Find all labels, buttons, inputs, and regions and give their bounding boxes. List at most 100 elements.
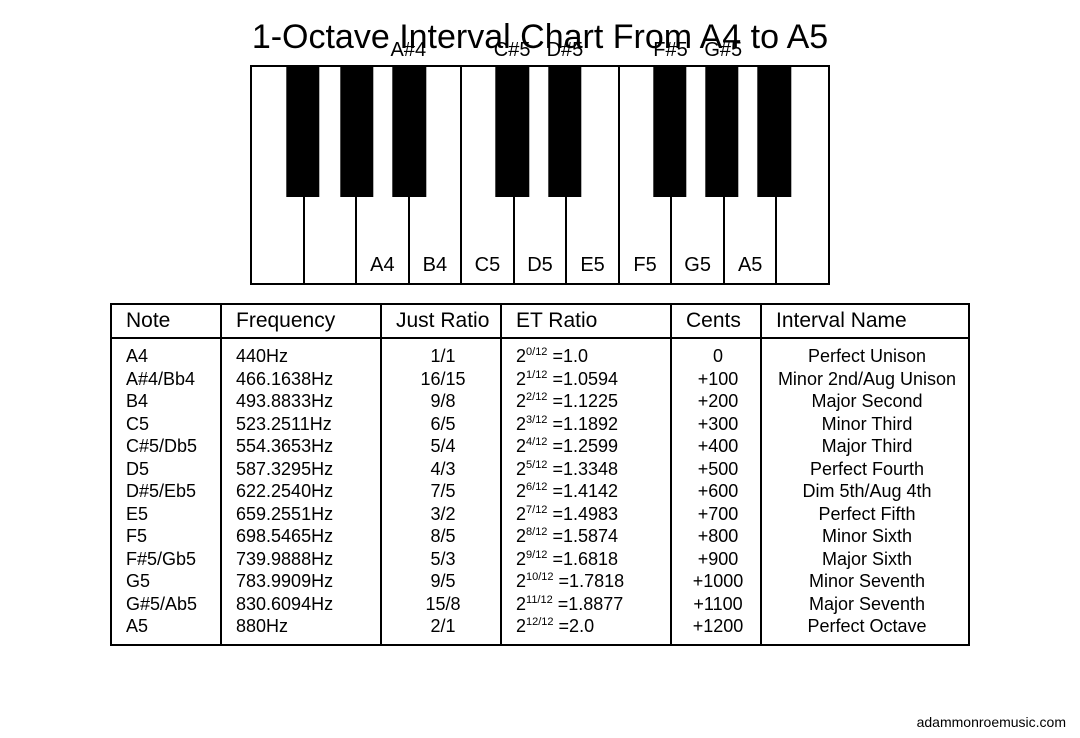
- white-key-label: A5: [725, 254, 776, 277]
- cell-frequency: 466.1638Hz: [221, 368, 381, 391]
- white-key: C5: [462, 67, 515, 283]
- cell-cents: +500: [671, 458, 761, 481]
- cell-note: C#5/Db5: [111, 435, 221, 458]
- cell-just-ratio: 16/15: [381, 368, 501, 391]
- keyboard-body: A4B4C5D5E5F5G5A5: [250, 65, 830, 285]
- white-key: F5: [620, 67, 673, 283]
- cell-cents: +600: [671, 480, 761, 503]
- table-row: F#5/Gb5739.9888Hz5/329/12 =1.6818+900Maj…: [111, 548, 969, 571]
- table-row: F5698.5465Hz8/528/12 =1.5874+800Minor Si…: [111, 525, 969, 548]
- cell-cents: +400: [671, 435, 761, 458]
- cell-interval-name: Minor Sixth: [761, 525, 969, 548]
- header-cents: Cents: [671, 304, 761, 338]
- cell-frequency: 440Hz: [221, 338, 381, 368]
- cell-just-ratio: 5/3: [381, 548, 501, 571]
- cell-frequency: 493.8833Hz: [221, 390, 381, 413]
- table-row: B4493.8833Hz9/822/12 =1.1225+200Major Se…: [111, 390, 969, 413]
- table-header-row: Note Frequency Just Ratio ET Ratio Cents…: [111, 304, 969, 338]
- cell-frequency: 622.2540Hz: [221, 480, 381, 503]
- cell-interval-name: Minor Seventh: [761, 570, 969, 593]
- white-key: B4: [410, 67, 463, 283]
- cell-note: C5: [111, 413, 221, 436]
- cell-cents: +1200: [671, 615, 761, 645]
- white-key-label: B4: [410, 254, 461, 277]
- cell-cents: 0: [671, 338, 761, 368]
- table-body: A4440Hz1/120/12 =1.00Perfect UnisonA#4/B…: [111, 338, 969, 645]
- cell-interval-name: Major Third: [761, 435, 969, 458]
- cell-cents: +200: [671, 390, 761, 413]
- cell-just-ratio: 7/5: [381, 480, 501, 503]
- cell-frequency: 587.3295Hz: [221, 458, 381, 481]
- white-key: [305, 67, 358, 283]
- header-frequency: Frequency: [221, 304, 381, 338]
- cell-note: A5: [111, 615, 221, 645]
- black-key-label: F#5: [653, 39, 687, 62]
- cell-interval-name: Major Sixth: [761, 548, 969, 571]
- cell-cents: +1100: [671, 593, 761, 616]
- table-row: A4440Hz1/120/12 =1.00Perfect Unison: [111, 338, 969, 368]
- cell-just-ratio: 9/8: [381, 390, 501, 413]
- cell-interval-name: Dim 5th/Aug 4th: [761, 480, 969, 503]
- white-key: A4: [357, 67, 410, 283]
- cell-note: A#4/Bb4: [111, 368, 221, 391]
- cell-et-ratio: 211/12 =1.8877: [501, 593, 671, 616]
- cell-interval-name: Major Second: [761, 390, 969, 413]
- table-row: C5523.2511Hz6/523/12 =1.1892+300Minor Th…: [111, 413, 969, 436]
- cell-interval-name: Perfect Fifth: [761, 503, 969, 526]
- cell-frequency: 523.2511Hz: [221, 413, 381, 436]
- cell-et-ratio: 23/12 =1.1892: [501, 413, 671, 436]
- table-row: G5783.9909Hz9/5210/12 =1.7818+1000Minor …: [111, 570, 969, 593]
- white-keys: A4B4C5D5E5F5G5A5: [252, 67, 828, 283]
- table-row: A5880Hz2/1212/12 =2.0+1200Perfect Octave: [111, 615, 969, 645]
- white-key-label: G5: [672, 254, 723, 277]
- table-row: D5587.3295Hz4/325/12 =1.3348+500Perfect …: [111, 458, 969, 481]
- cell-just-ratio: 2/1: [381, 615, 501, 645]
- cell-et-ratio: 27/12 =1.4983: [501, 503, 671, 526]
- cell-frequency: 739.9888Hz: [221, 548, 381, 571]
- cell-interval-name: Perfect Octave: [761, 615, 969, 645]
- interval-table-wrap: Note Frequency Just Ratio ET Ratio Cents…: [110, 303, 970, 646]
- cell-interval-name: Minor 2nd/Aug Unison: [761, 368, 969, 391]
- cell-cents: +1000: [671, 570, 761, 593]
- cell-just-ratio: 5/4: [381, 435, 501, 458]
- header-et-ratio: ET Ratio: [501, 304, 671, 338]
- cell-just-ratio: 3/2: [381, 503, 501, 526]
- white-key: [252, 67, 305, 283]
- cell-et-ratio: 29/12 =1.6818: [501, 548, 671, 571]
- cell-note: F5: [111, 525, 221, 548]
- header-just-ratio: Just Ratio: [381, 304, 501, 338]
- white-key-label: A4: [357, 254, 408, 277]
- cell-just-ratio: 1/1: [381, 338, 501, 368]
- cell-et-ratio: 210/12 =1.7818: [501, 570, 671, 593]
- cell-just-ratio: 15/8: [381, 593, 501, 616]
- cell-et-ratio: 20/12 =1.0: [501, 338, 671, 368]
- cell-cents: +900: [671, 548, 761, 571]
- white-key: G5: [672, 67, 725, 283]
- cell-interval-name: Minor Third: [761, 413, 969, 436]
- cell-just-ratio: 6/5: [381, 413, 501, 436]
- white-key: A5: [725, 67, 778, 283]
- cell-et-ratio: 22/12 =1.1225: [501, 390, 671, 413]
- table-row: G#5/Ab5830.6094Hz15/8211/12 =1.8877+1100…: [111, 593, 969, 616]
- black-key-label: G#5: [704, 39, 742, 62]
- cell-frequency: 554.3653Hz: [221, 435, 381, 458]
- cell-note: E5: [111, 503, 221, 526]
- cell-et-ratio: 28/12 =1.5874: [501, 525, 671, 548]
- black-key-labels: A#4C#5D#5F#5G#5: [250, 39, 830, 65]
- cell-cents: +300: [671, 413, 761, 436]
- white-key: D5: [515, 67, 568, 283]
- cell-note: G5: [111, 570, 221, 593]
- cell-cents: +800: [671, 525, 761, 548]
- black-key-label: D#5: [547, 39, 584, 62]
- header-note: Note: [111, 304, 221, 338]
- cell-just-ratio: 9/5: [381, 570, 501, 593]
- cell-frequency: 698.5465Hz: [221, 525, 381, 548]
- cell-et-ratio: 212/12 =2.0: [501, 615, 671, 645]
- cell-frequency: 659.2551Hz: [221, 503, 381, 526]
- cell-note: B4: [111, 390, 221, 413]
- interval-table: Note Frequency Just Ratio ET Ratio Cents…: [110, 303, 970, 646]
- cell-interval-name: Perfect Unison: [761, 338, 969, 368]
- black-key-label: C#5: [494, 39, 531, 62]
- white-key-label: F5: [620, 254, 671, 277]
- keyboard: A#4C#5D#5F#5G#5 A4B4C5D5E5F5G5A5: [250, 65, 830, 285]
